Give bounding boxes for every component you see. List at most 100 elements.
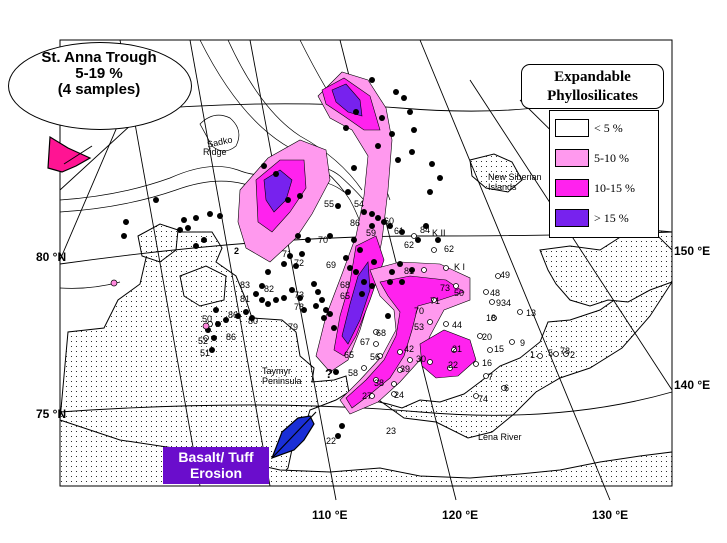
svg-text:80: 80 [248,316,258,326]
legend: < 5 % 5-10 % 10-15 % > 15 % [549,110,659,238]
legend-swatch-5-10 [555,149,589,167]
svg-text:62: 62 [404,240,414,250]
basalt-line-1: Basalt/ Tuff [178,449,254,465]
svg-text:13: 13 [526,308,536,318]
lat-label-75: 75 °N [36,407,67,421]
svg-text:60: 60 [384,216,394,226]
land-islands-2 [179,265,227,307]
pink-arrow [47,135,92,173]
svg-text:86: 86 [226,332,236,342]
place-lena: Lena River [478,432,522,442]
place-taymyr-2: Peninsula [262,376,302,386]
svg-text:53: 53 [414,322,424,332]
place-ridge: Ridge [203,147,227,157]
svg-text:18: 18 [486,313,496,323]
legend-item-gt15: > 15 % [550,209,658,229]
title-line-1: St. Anna Trough [41,49,157,66]
legend-label-gt15: > 15 % [594,211,629,225]
svg-text:K I: K I [454,262,465,272]
svg-text:86: 86 [228,310,238,320]
svg-text:73: 73 [294,290,304,300]
place-new-siberian-1: New Siberian [488,172,542,182]
svg-text:39: 39 [400,364,410,374]
svg-text:81: 81 [240,294,250,304]
open-stations [203,233,569,399]
svg-text:65: 65 [340,291,350,301]
lon-100 [189,39,271,487]
svg-text:50: 50 [202,314,212,324]
svg-text:22: 22 [326,436,336,446]
pink-reference-dots [110,279,210,330]
svg-text:71: 71 [430,296,440,306]
svg-text:74: 74 [478,394,488,404]
map-frame [59,39,673,487]
svg-text:84: 84 [420,225,430,235]
svg-text:1: 1 [530,350,535,360]
svg-text:78: 78 [294,302,304,312]
svg-text:50: 50 [454,288,464,298]
concentration-zones [237,71,477,415]
place-new-siberian-2: Islands [488,182,517,192]
lat-75 [59,391,673,416]
svg-text:934: 934 [496,298,511,308]
legend-swatch-lt5 [555,119,589,137]
lon-label-130: 130 °E [592,508,629,522]
legend-swatch-gt15 [555,209,589,227]
legend-label-5-10: 5-10 % [594,151,629,165]
lon-label-120: 120 °E [442,508,479,522]
svg-text:51: 51 [200,348,210,358]
svg-text:9: 9 [520,338,525,348]
svg-text:79: 79 [288,322,298,332]
title-line-2: 5-19 % [75,65,123,82]
svg-text:83: 83 [240,280,250,290]
svg-text:44: 44 [452,320,462,330]
svg-text:7: 7 [488,372,493,382]
lon-110 [249,39,337,501]
svg-text:68: 68 [340,280,350,290]
legend-title-line-1: Expandable [554,69,631,85]
svg-text:52: 52 [198,336,208,346]
svg-text:23: 23 [386,426,396,436]
zone-5-10-north [315,71,393,373]
svg-text:15: 15 [494,344,504,354]
svg-text:55: 55 [324,199,334,209]
title-block: St. Anna Trough 5-19 % (4 samples) [8,50,190,98]
svg-text:68: 68 [376,328,386,338]
svg-text:59: 59 [366,228,376,238]
svg-text:67: 67 [360,337,370,347]
svg-text:22: 22 [448,360,458,370]
bottom-arrow-graphic [270,411,317,460]
basalt-tuff-label: Basalt/ Tuff Erosion [163,447,269,484]
svg-text:5: 5 [548,348,553,358]
basalt-line-2: Erosion [189,465,243,481]
lon-130 [419,39,611,501]
svg-text:70: 70 [414,306,424,316]
svg-text:78: 78 [560,346,570,356]
lat-label-80: 80 °N [36,250,67,264]
svg-text:2: 2 [570,350,575,360]
svg-text:81: 81 [404,266,414,276]
legend-label-lt5: < 5 % [594,121,623,135]
svg-text:71: 71 [282,249,292,259]
legend-label-10-15: 10-15 % [594,181,635,195]
svg-text:6: 6 [504,383,509,393]
legend-swatch-10-15 [555,179,589,197]
title-ellipse [8,42,192,130]
svg-text:69: 69 [326,260,336,270]
legend-title-line-2: Phyllosilicates [547,88,638,104]
svg-text:38: 38 [374,378,384,388]
svg-text:30: 30 [416,354,426,364]
lon-70 [59,119,121,261]
svg-text:48: 48 [490,288,500,298]
zone-15-north [331,83,363,117]
lon-label-140: 140 °E [674,378,711,392]
title-line-3: (4 samples) [57,81,141,98]
legend-title: Expandable Phyllosilicates [521,64,664,109]
svg-text:65: 65 [344,350,354,360]
svg-text:62: 62 [444,244,454,254]
svg-text:27: 27 [362,391,372,401]
land-new-siberian [469,153,523,193]
svg-text:16: 16 [482,358,492,368]
